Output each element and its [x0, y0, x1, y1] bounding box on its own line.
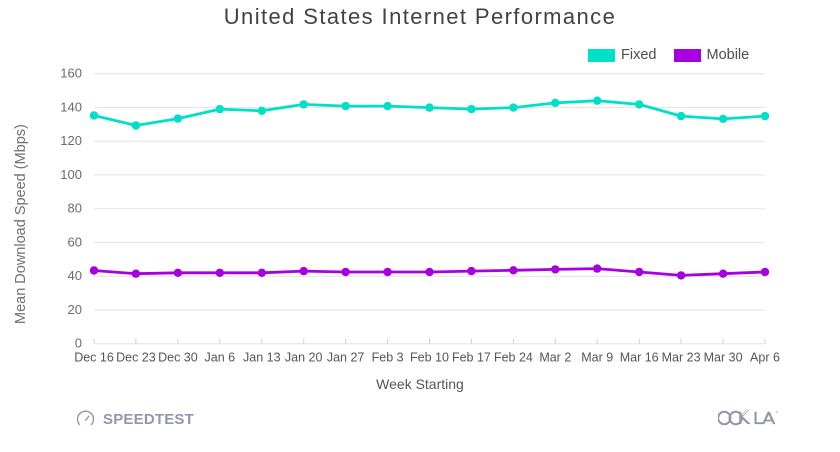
svg-text:120: 120	[60, 133, 82, 148]
svg-text:Feb 10: Feb 10	[410, 351, 449, 365]
svg-text:Dec 16: Dec 16	[74, 351, 114, 365]
svg-text:Mar 16: Mar 16	[620, 351, 659, 365]
svg-text:Dec 30: Dec 30	[158, 351, 198, 365]
svg-text:Mar 23: Mar 23	[662, 351, 701, 365]
svg-text:Jan 13: Jan 13	[243, 351, 281, 365]
svg-text:100: 100	[60, 167, 82, 182]
svg-text:0: 0	[75, 336, 82, 351]
svg-text:40: 40	[68, 268, 82, 283]
svg-text:Apr 6: Apr 6	[750, 351, 780, 365]
svg-text:20: 20	[68, 302, 82, 317]
svg-text:Mar 30: Mar 30	[704, 351, 743, 365]
svg-text:160: 160	[60, 66, 82, 81]
svg-text:Feb 24: Feb 24	[494, 351, 533, 365]
svg-text:Jan 20: Jan 20	[285, 351, 323, 365]
svg-text:Mar 9: Mar 9	[581, 351, 613, 365]
svg-text:Feb 3: Feb 3	[372, 351, 404, 365]
svg-text:Mar 2: Mar 2	[539, 351, 571, 365]
svg-text:Jan 27: Jan 27	[327, 351, 365, 365]
svg-text:80: 80	[68, 201, 82, 216]
svg-text:Jan 6: Jan 6	[205, 351, 236, 365]
svg-text:60: 60	[68, 234, 82, 249]
svg-text:Dec 23: Dec 23	[116, 351, 156, 365]
svg-text:140: 140	[60, 99, 82, 114]
svg-text:Feb 17: Feb 17	[452, 351, 491, 365]
